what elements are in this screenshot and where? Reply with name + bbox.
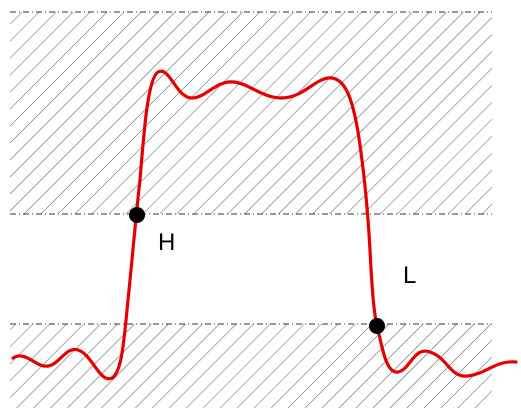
low-point-label: L: [403, 262, 416, 289]
high-point-label: H: [158, 229, 175, 256]
signal-waveform: [11, 69, 518, 381]
upper-hatched-region: [10, 12, 492, 214]
low-crossing-marker: [369, 318, 385, 334]
high-crossing-marker: [129, 207, 145, 223]
lower-hatched-region: [10, 324, 492, 408]
